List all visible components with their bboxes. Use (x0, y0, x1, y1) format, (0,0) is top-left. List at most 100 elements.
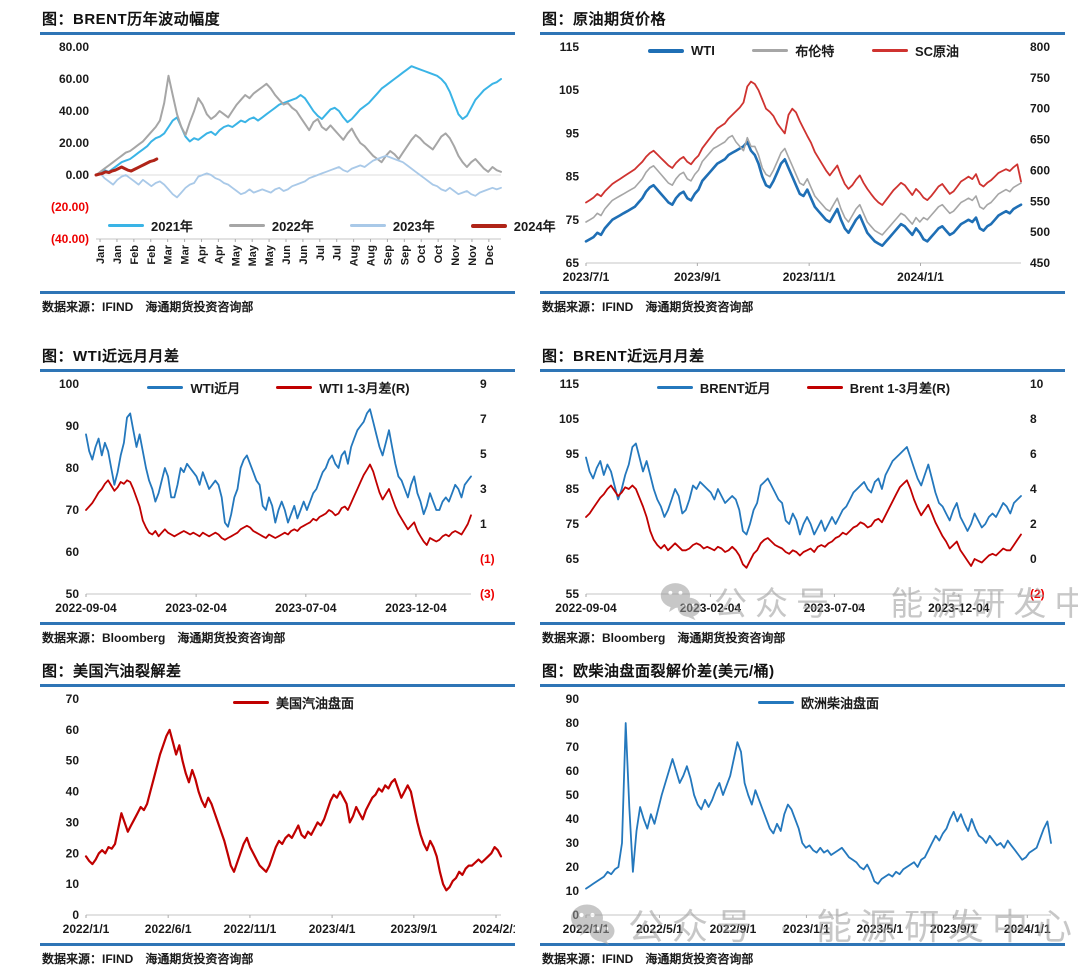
x-tick-label: 2022/1/1 (63, 922, 110, 936)
divider (40, 943, 515, 946)
y-tick-label: 40 (66, 785, 80, 799)
x-tick-label: 2022-09-04 (55, 601, 117, 615)
y-tick-label: 90 (66, 419, 80, 433)
y-tick-label: 0 (572, 908, 579, 922)
y-tick-label: 75 (566, 517, 580, 531)
line-chart-svg: 2022-09-04 2023-02-04 2023-07-04 2023-12-04… (555, 377, 1044, 615)
x-tick-label: Jan (112, 245, 124, 264)
eu-diesel-crack-chart: 2022/1/1 2022/5/1 2022/9/1 2023/1/1 2023/5/1… (540, 691, 1065, 941)
y-tick-label: 80 (566, 716, 580, 730)
y-tick-label: 10 (1030, 377, 1044, 391)
x-tick-label: Feb (146, 245, 158, 265)
y-tick-label: 10 (566, 884, 580, 898)
series-line (584, 140, 1023, 247)
chart-row-2: 图：WTI近远月月差 2022-09-04 2023-02-04 2023-07-0… (40, 343, 1078, 648)
x-tick-label: 2022/5/1 (636, 922, 683, 936)
data-source: 数据来源：IFIND 海通期货投资咨询部 (42, 952, 254, 966)
panel-crude-oil-futures-prices: 图：原油期货价格 2023/7/1 2023/9/1 2023/11/1 2024/1… (540, 6, 1065, 317)
x-tick-label: Nov (450, 244, 462, 266)
x-tick-label: 2023-07-04 (275, 601, 337, 615)
x-tick-label: 2023-12-04 (385, 601, 447, 615)
y-tick-label: 800 (1030, 40, 1050, 54)
divider (40, 291, 515, 294)
x-tick-label: Feb (129, 245, 141, 265)
y-tick-label: 20.00 (59, 136, 89, 150)
x-tick-label: Jun (298, 245, 310, 265)
y-tick-label: 0 (1030, 552, 1037, 566)
x-tick-label: Jul (332, 245, 344, 261)
x-tick-label: 2023/9/1 (930, 922, 977, 936)
y-tick-label: 70 (66, 692, 80, 706)
y-tick-label: 60 (566, 764, 580, 778)
y-tick-label: 7 (480, 412, 487, 426)
us-gasoline-crack-chart: 2022/1/1 2022/6/1 2022/11/1 2023/4/1 2023/9/… (40, 691, 520, 941)
divider (540, 291, 1065, 294)
series-line (85, 408, 472, 528)
x-tick-label: Mar (163, 244, 175, 264)
x-tick-label: Aug (349, 245, 361, 266)
x-tick-label: 2023-02-04 (165, 601, 227, 615)
series-line (585, 80, 1022, 206)
panel-brent-month-spread: 图：BRENT近远月月差 2022-09-04 2023-02-04 2023-07… (540, 343, 1078, 648)
x-tick-label: May (264, 244, 276, 266)
y-tick-label: 2 (1030, 517, 1037, 531)
x-tick-label: 2022/1/1 (563, 922, 610, 936)
x-tick-label: 2023-07-04 (804, 601, 866, 615)
x-tick-label: 2023-12-04 (928, 601, 990, 615)
x-tick-label: 2023/4/1 (309, 922, 356, 936)
panel-wti-month-spread: 图：WTI近远月月差 2022-09-04 2023-02-04 2023-07-0… (40, 343, 515, 648)
x-tick-label: Apr (213, 244, 225, 264)
x-tick-label: Jan (95, 245, 107, 264)
y-tick-label: 1 (480, 517, 487, 531)
x-tick-label: Oct (416, 245, 428, 264)
series-line (94, 157, 159, 177)
y-tick-label: 60.00 (59, 72, 89, 86)
y-tick-label: 60 (66, 723, 80, 737)
y-tick-label: 40 (566, 812, 580, 826)
panel-title: 图：BRENT近远月月差 (540, 343, 1065, 372)
x-tick-label: May (230, 244, 242, 266)
x-tick-label: Apr (196, 244, 208, 264)
series-line (84, 728, 503, 892)
y-tick-label: 700 (1030, 102, 1050, 116)
x-tick-label: 2024/2/1 (473, 922, 515, 936)
y-tick-label: 105 (559, 83, 579, 97)
y-tick-label: 500 (1030, 225, 1050, 239)
x-tick-label: Sep (382, 245, 394, 265)
x-tick-label: Sep (399, 245, 411, 265)
y-tick-label: (1) (480, 552, 495, 566)
y-tick-label: 4 (1030, 482, 1037, 496)
line-chart-svg: 2022/1/1 2022/6/1 2022/11/1 2023/4/1 2023/9/… (63, 692, 520, 936)
data-source: 数据来源：Bloomberg 海通期货投资咨询部 (542, 631, 786, 645)
panel-title: 图：WTI近远月月差 (40, 343, 515, 372)
series-line (585, 479, 1022, 569)
data-source: 数据来源：IFIND 海通期货投资咨询部 (542, 952, 754, 966)
series-line (85, 463, 472, 546)
x-tick-label: 2023/11/1 (783, 270, 836, 284)
x-tick-label: May (247, 244, 259, 266)
y-tick-label: 650 (1030, 133, 1050, 147)
y-tick-label: 0.00 (66, 168, 90, 182)
x-tick-label: Nov (467, 244, 479, 266)
y-tick-label: 30 (66, 815, 80, 829)
y-tick-label: 30 (566, 836, 580, 850)
y-tick-label: 8 (1030, 412, 1037, 426)
y-tick-label: 65 (566, 256, 580, 270)
x-tick-label: Dec (484, 245, 496, 265)
x-tick-label: 2023/5/1 (857, 922, 904, 936)
crude-oil-futures-chart: 2023/7/1 2023/9/1 2023/11/1 2024/1/1 115 105 9… (540, 39, 1065, 289)
line-chart-svg: 2023/7/1 2023/9/1 2023/11/1 2024/1/1 115 105 9… (559, 40, 1050, 284)
y-tick-label: 20 (566, 860, 580, 874)
panel-title: 图：欧柴油盘面裂解价差(美元/桶) (540, 658, 1065, 687)
y-tick-label: 9 (480, 377, 487, 391)
divider (540, 622, 1065, 625)
x-tick-label: 2023-02-04 (680, 601, 742, 615)
x-tick-label: 2022-09-04 (555, 601, 617, 615)
y-tick-label: 105 (559, 412, 579, 426)
brent-month-spread-chart: 2022-09-04 2023-02-04 2023-07-04 2023-12-04… (540, 376, 1065, 620)
y-tick-label: 50 (566, 788, 580, 802)
y-tick-label: 65 (566, 552, 580, 566)
x-tick-label: Oct (433, 245, 445, 264)
data-source: 数据来源：IFIND 海通期货投资咨询部 (542, 300, 754, 314)
